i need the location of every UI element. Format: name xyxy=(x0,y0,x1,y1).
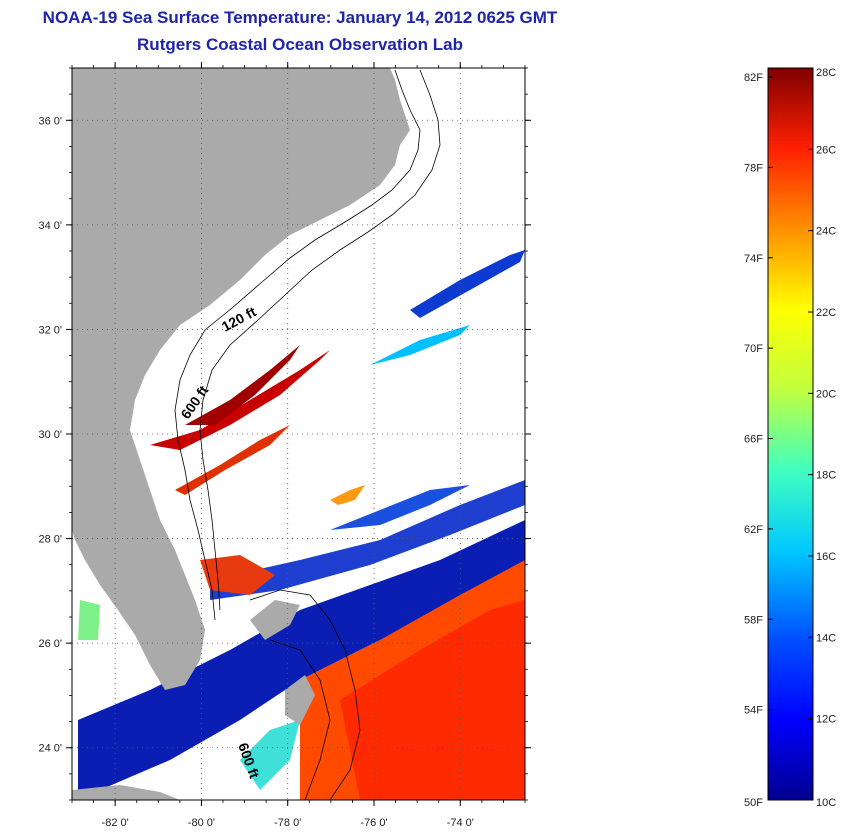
lat-tick-label: 28 0' xyxy=(38,534,62,546)
sst-patch-gulf-stream-a xyxy=(150,350,330,450)
colorbar-label-c: 24C xyxy=(816,226,836,238)
map-title: NOAA-19 Sea Surface Temperature: January… xyxy=(42,8,558,27)
sst-patch-cold-upper xyxy=(210,480,525,600)
colorbar-label-f: 70F xyxy=(744,343,763,355)
sst-patch-orange-streak xyxy=(330,485,365,505)
lon-tick-label: -80 0' xyxy=(188,817,215,829)
lat-tick-label: 30 0' xyxy=(38,429,62,441)
sst-patch-gulf-stream-c xyxy=(175,425,290,495)
sst-patch-cyan-streak-a xyxy=(370,325,470,365)
colorbar-fahrenheit-ticks: 82F 78F 74F 70F 66F 62F 58F 54F 50F xyxy=(744,72,773,809)
sst-patch-green xyxy=(78,600,100,640)
colorbar-label-f: 78F xyxy=(744,162,763,174)
colorbar-label-c: 16C xyxy=(816,551,836,563)
map-area: -82 0' -80 0' -78 0' -76 0' -74 0' 36 0' 34 0'… xyxy=(38,62,531,829)
colorbar-label-c: 28C xyxy=(816,67,836,79)
sst-patch-cold-band xyxy=(78,520,525,790)
lon-tick-label: -76 0' xyxy=(360,817,387,829)
lat-tick-label: 32 0' xyxy=(38,324,62,336)
temperature-colorbar: 28C 26C 24C 22C 20C 18C 16C 14C 12C 10C 82F 78F 74F… xyxy=(744,67,836,809)
bathymetry-contours xyxy=(174,69,441,800)
lon-tick-label: -74 0' xyxy=(447,817,474,829)
land-cuba-edge xyxy=(72,785,180,800)
colorbar-label-f: 58F xyxy=(744,614,763,626)
colorbar-label-c: 10C xyxy=(816,797,836,809)
colorbar-gradient xyxy=(768,68,813,800)
colorbar-frame xyxy=(767,67,814,801)
lat-tick-label: 26 0' xyxy=(38,638,62,650)
sst-patch-blue-streak-b xyxy=(410,250,525,318)
land-bahamas-b xyxy=(285,675,315,725)
map-subtitle: Rutgers Coastal Ocean Observation Lab xyxy=(137,35,463,54)
colorbar-label-c: 26C xyxy=(816,144,836,156)
colorbar-label-f: 66F xyxy=(744,434,763,446)
lat-tick-label: 36 0' xyxy=(38,115,62,127)
sst-patch-cyan-strip xyxy=(240,720,300,790)
map-axis-labels: -82 0' -80 0' -78 0' -76 0' -74 0' 36 0' 34 0'… xyxy=(38,115,473,829)
colorbar-label-f: 50F xyxy=(744,797,763,809)
contour-shelf-600ft xyxy=(199,69,441,611)
land-eastern-us-florida xyxy=(72,68,410,690)
land-mass xyxy=(72,68,410,800)
sst-patch-blue-streak-c xyxy=(330,485,470,530)
contour-bahamas xyxy=(249,589,361,800)
sst-patches xyxy=(78,250,525,800)
contour-shelf-120ft xyxy=(174,69,421,621)
colorbar-label-f: 62F xyxy=(744,524,763,536)
colorbar-label-c: 18C xyxy=(816,470,836,482)
contour-bahamas-inner xyxy=(269,639,331,800)
colorbar-label-c: 20C xyxy=(816,388,836,400)
colorbar-label-f: 74F xyxy=(744,253,763,265)
map-grid xyxy=(72,68,525,800)
lat-tick-label: 34 0' xyxy=(38,220,62,232)
colorbar-label-c: 14C xyxy=(816,632,836,644)
land-bahamas-a xyxy=(250,600,300,640)
sst-patch-warm-southeast-hot xyxy=(340,600,525,800)
lat-tick-label: 24 0' xyxy=(38,743,62,755)
colorbar-label-c: 22C xyxy=(816,307,836,319)
lon-tick-label: -82 0' xyxy=(102,817,129,829)
map-axis-ticks xyxy=(66,62,531,806)
colorbar-celsius-ticks: 28C 26C 24C 22C 20C 18C 16C 14C 12C 10C xyxy=(808,67,836,809)
sst-patch-warm-coastal xyxy=(200,555,275,595)
colorbar-label-f: 82F xyxy=(744,72,763,84)
colorbar-label-f: 54F xyxy=(744,705,763,717)
colorbar-label-c: 12C xyxy=(816,714,836,726)
lon-tick-label: -78 0' xyxy=(274,817,301,829)
